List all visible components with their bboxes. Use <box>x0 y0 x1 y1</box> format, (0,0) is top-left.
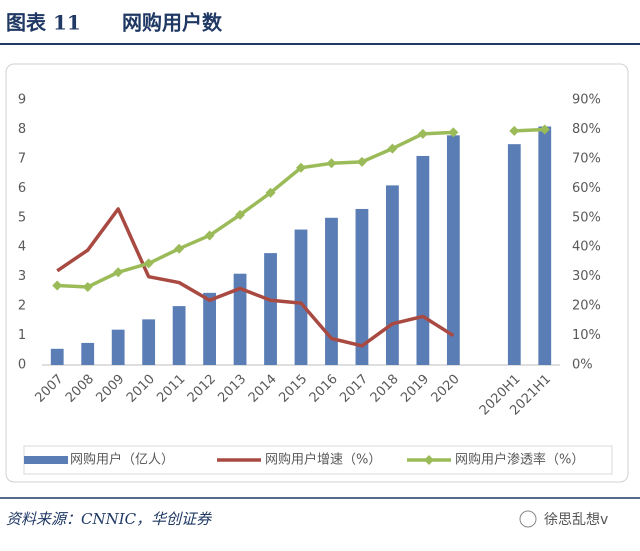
y-tick-label: 9 <box>18 93 26 108</box>
x-tick-label: 2012 <box>185 372 219 406</box>
x-tick-label: 2013 <box>215 372 249 406</box>
marker <box>356 156 367 167</box>
x-tick-label: 2008 <box>63 372 97 406</box>
y2-tick-label: 20% <box>572 299 601 314</box>
marker <box>174 243 185 254</box>
y-tick-label: 2 <box>18 299 26 314</box>
marker <box>539 124 550 135</box>
bar <box>294 229 308 365</box>
watermark: 徐思乱想v <box>544 512 608 528</box>
y-tick-label: 7 <box>18 151 26 166</box>
bar <box>355 208 369 365</box>
bar <box>325 217 338 365</box>
marker <box>204 230 215 241</box>
y-tick-label: 6 <box>18 181 26 196</box>
bar <box>233 273 247 365</box>
header-title: 网购用户数 <box>122 11 223 35</box>
bar <box>142 319 156 365</box>
y2-tick-label: 90% <box>572 93 601 108</box>
y-tick-label: 8 <box>18 122 26 137</box>
marker <box>82 281 93 292</box>
line <box>56 207 455 348</box>
y-tick-label: 0 <box>18 358 26 373</box>
marker <box>52 280 63 291</box>
marker <box>509 125 520 136</box>
x-tick-label: 2009 <box>93 372 127 406</box>
watermark-icon <box>519 510 537 528</box>
legend-label: 网购用户渗透率（%） <box>455 452 584 468</box>
bar <box>416 155 430 365</box>
bar <box>264 253 277 365</box>
marker <box>387 143 398 154</box>
bar <box>81 342 95 365</box>
bar <box>386 185 399 365</box>
marker <box>235 209 246 220</box>
y2-tick-label: 10% <box>572 328 601 343</box>
y2-tick-label: 60% <box>572 181 601 196</box>
bar <box>50 348 64 365</box>
legend-label: 网购用户增速（%） <box>265 452 381 468</box>
x-tick-label: 2020 <box>429 372 463 406</box>
x-tick-label: 2017 <box>337 372 371 406</box>
marker <box>265 187 276 198</box>
y2-tick-label: 0% <box>572 358 593 373</box>
y-tick-label: 1 <box>18 328 26 343</box>
bar <box>538 126 552 365</box>
y2-tick-label: 50% <box>572 210 601 225</box>
legend-swatch <box>24 456 68 464</box>
y2-tick-label: 70% <box>572 151 601 166</box>
x-tick-label: 2011 <box>154 372 188 406</box>
y2-tick-label: 40% <box>572 240 601 255</box>
marker <box>448 127 459 138</box>
bar <box>203 292 216 365</box>
header-label: 图表 11 <box>6 11 81 35</box>
legend-marker <box>424 455 434 465</box>
source: 资料来源：CNNIC，华创证券 <box>6 510 212 528</box>
y-tick-label: 3 <box>18 269 26 284</box>
marker <box>113 267 124 278</box>
x-tick-label: 2010 <box>124 372 158 406</box>
x-tick-label: 2019 <box>398 372 432 406</box>
bar <box>111 329 125 365</box>
x-tick-label: 2007 <box>33 372 67 406</box>
x-tick-label: 2016 <box>307 372 341 406</box>
marker <box>143 258 154 269</box>
bar <box>446 135 460 365</box>
legend-label: 网购用户（亿人） <box>70 452 174 468</box>
x-tick-label: 2015 <box>276 372 310 406</box>
bar <box>507 144 521 365</box>
y-tick-label: 4 <box>18 240 26 255</box>
y-tick-label: 5 <box>18 210 26 225</box>
y2-tick-label: 30% <box>572 269 601 284</box>
bar <box>172 306 186 365</box>
marker <box>417 128 428 139</box>
x-tick-label: 2018 <box>368 372 402 406</box>
line <box>57 127 545 289</box>
marker <box>296 162 306 173</box>
x-tick-label: 2014 <box>246 372 280 406</box>
marker <box>326 158 337 169</box>
chart-frame <box>5 63 629 483</box>
y2-tick-label: 80% <box>572 122 601 137</box>
